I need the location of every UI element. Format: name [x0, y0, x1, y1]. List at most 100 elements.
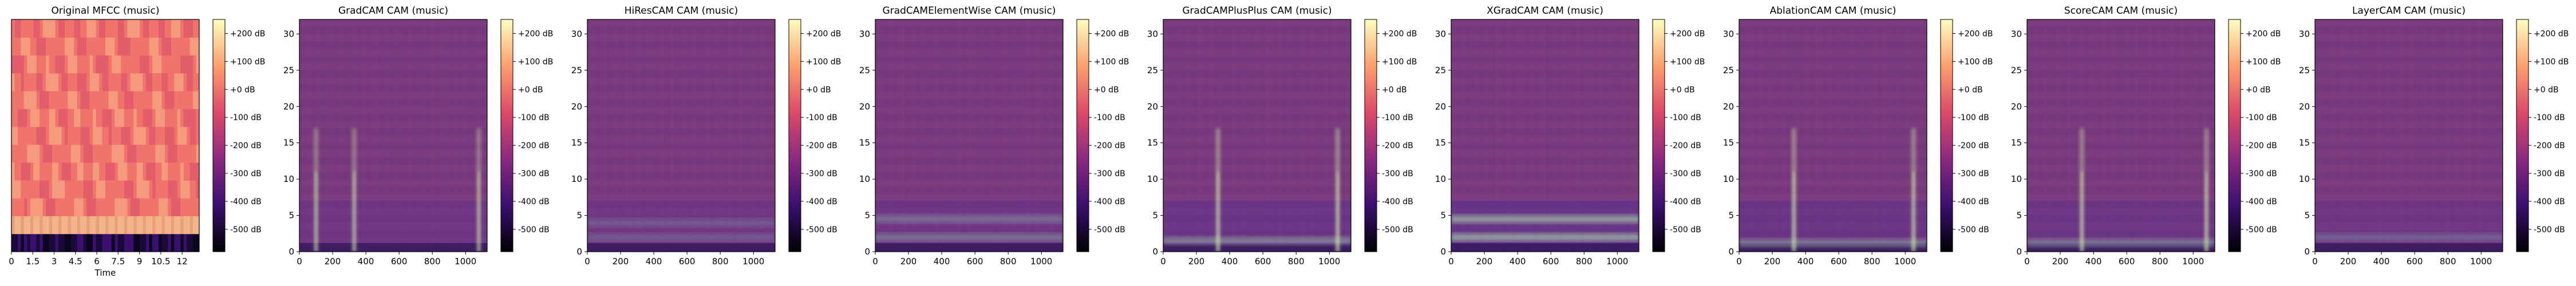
heatmap-image: [11, 19, 199, 252]
colorbar-tick-label: +200 dB: [518, 29, 553, 38]
y-tick-label: 10: [859, 174, 870, 184]
y-tick-label: 15: [1435, 138, 1446, 148]
x-tick-label: 600: [391, 256, 408, 267]
x-axis: 0 200 400 600 800 1000: [1736, 252, 1916, 267]
heatmap-image: [587, 19, 775, 252]
colorbar-tick-label: -400 dB: [230, 197, 262, 206]
colorbar-tick-label: -100 dB: [1094, 113, 1125, 122]
y-tick-label: 15: [859, 138, 870, 148]
colorbar-tick-label: -200 dB: [518, 141, 550, 150]
x-tick-label: 3: [52, 256, 57, 267]
colorbar-tick-label: -100 dB: [230, 113, 262, 122]
colorbar-gradient: [1652, 19, 1665, 252]
y-tick-label: 20: [1435, 101, 1446, 112]
colorbar: +200 dB +100 dB +0 dB -100 dB -200 dB -300 dB…: [500, 19, 553, 252]
panel-title: ScoreCAM CAM (music): [2064, 5, 2178, 17]
y-tick-label: 15: [2011, 138, 2022, 148]
colorbar-gradient: [788, 19, 801, 252]
y-tick-label: 30: [1723, 29, 1734, 39]
colorbar-tick-label: -400 dB: [2246, 197, 2277, 206]
colorbar-tick-label: -100 dB: [1382, 113, 1413, 122]
y-tick-label: 30: [571, 29, 582, 39]
x-tick-label: 400: [2085, 256, 2102, 267]
y-tick-label: 20: [1723, 101, 1734, 112]
y-tick-label: 10: [1435, 174, 1446, 184]
heatmap-image: [299, 19, 487, 252]
y-tick-label: 20: [283, 101, 294, 112]
colorbar-tick-label: -100 dB: [1670, 113, 1701, 122]
colorbar-gradient: [2228, 19, 2241, 252]
colorbar-tick-label: -400 dB: [1094, 197, 1125, 206]
x-tick-label: 1000: [1606, 256, 1628, 267]
colorbar: +200 dB +100 dB +0 dB -100 dB -200 dB -300 dB…: [1652, 19, 1705, 252]
x-tick-label: 800: [1288, 256, 1305, 267]
colorbar-tick-label: +200 dB: [2246, 29, 2281, 38]
y-tick-label: 0: [2304, 247, 2310, 257]
colorbar-tick-label: -300 dB: [1094, 169, 1125, 178]
x-tick-label: 400: [358, 256, 374, 267]
y-tick-label: 30: [1147, 29, 1158, 39]
y-tick-label: 15: [283, 138, 294, 148]
colorbar-tick-label: -300 dB: [518, 169, 550, 178]
y-tick-label: 10: [2011, 174, 2022, 184]
x-tick-label: 1000: [1030, 256, 1052, 267]
colorbar-tick-label: +0 dB: [518, 85, 543, 94]
colorbar-tick-label: +100 dB: [2534, 57, 2569, 66]
colorbar-tick-label: +200 dB: [230, 29, 265, 38]
x-tick-label: 800: [1864, 256, 1880, 267]
colorbar-tick-label: -500 dB: [2246, 225, 2277, 235]
x-tick-label: 200: [1476, 256, 1493, 267]
colorbar-tick-label: +0 dB: [2246, 85, 2271, 94]
x-tick-label: 0: [872, 256, 878, 267]
x-axis: 0 1.5 3 4.5 6 7.5 9 10.5 12: [9, 252, 188, 267]
y-axis: 0 5 10 15 20 25 30: [283, 29, 299, 257]
colorbar-tick-label: -200 dB: [1094, 141, 1125, 150]
heatmap-image: [1163, 19, 1351, 252]
x-tick-label: 4.5: [69, 256, 82, 267]
y-tick-label: 20: [859, 101, 870, 112]
y-tick-label: 10: [2299, 174, 2310, 184]
heatmap-image: [1451, 19, 1639, 252]
colorbar-tick-label: -400 dB: [518, 197, 550, 206]
x-tick-label: 0: [1448, 256, 1454, 267]
y-tick-label: 25: [1435, 65, 1446, 76]
panel-7: AblationCAM CAM (music)0 200 400 600 800 1000…: [1723, 5, 1993, 267]
colorbar-gradient: [2516, 19, 2529, 252]
panel-1: Original MFCC (music) 0 1.5 3 4.5 6 7.5 9 10.5 12…: [9, 5, 265, 278]
x-tick-label: 0: [2024, 256, 2030, 267]
colorbar-tick-label: -400 dB: [806, 197, 837, 206]
heatmap-image: [1739, 19, 1927, 252]
x-axis: 0 200 400 600 800 1000: [872, 252, 1052, 267]
x-tick-label: 600: [967, 256, 983, 267]
x-axis: 0 200 400 600 800 1000: [2312, 252, 2492, 267]
colorbar: +200 dB +100 dB +0 dB -100 dB -200 dB -300 dB…: [2228, 19, 2281, 252]
colorbar-tick-label: -100 dB: [2534, 113, 2565, 122]
x-tick-label: 1000: [742, 256, 764, 267]
colorbar-tick-label: -300 dB: [806, 169, 837, 178]
x-tick-label: 800: [2440, 256, 2456, 267]
panels-group: Original MFCC (music) 0 1.5 3 4.5 6 7.5 9 10.5 12…: [9, 5, 2569, 278]
x-tick-label: 1000: [2470, 256, 2492, 267]
x-tick-label: 12: [177, 256, 188, 267]
colorbar-tick-label: -500 dB: [2534, 225, 2565, 235]
x-tick-label: 9: [137, 256, 143, 267]
colorbar: +200 dB +100 dB +0 dB -100 dB -200 dB -300 dB…: [788, 19, 841, 252]
x-tick-label: 0: [2312, 256, 2318, 267]
plot-frame: [11, 19, 200, 252]
y-tick-label: 0: [576, 247, 582, 257]
colorbar-tick-label: -500 dB: [230, 225, 262, 235]
plot-frame: [2026, 19, 2215, 252]
y-tick-label: 0: [1728, 247, 1734, 257]
x-tick-label: 0: [584, 256, 590, 267]
x-tick-label: 600: [1831, 256, 1847, 267]
x-axis: 0 200 400 600 800 1000: [297, 252, 476, 267]
colorbar-tick-label: +0 dB: [1958, 85, 1983, 94]
y-tick-label: 20: [2299, 101, 2310, 112]
y-axis: 0 5 10 15 20 25 30: [2011, 29, 2027, 257]
colorbar-tick-label: -500 dB: [1382, 225, 1413, 235]
x-tick-label: 400: [2373, 256, 2390, 267]
y-axis: 0 5 10 15 20 25 30: [1147, 29, 1163, 257]
colorbar-tick-label: -200 dB: [2246, 141, 2277, 150]
plot-frame: [587, 19, 776, 252]
x-tick-label: 200: [613, 256, 629, 267]
